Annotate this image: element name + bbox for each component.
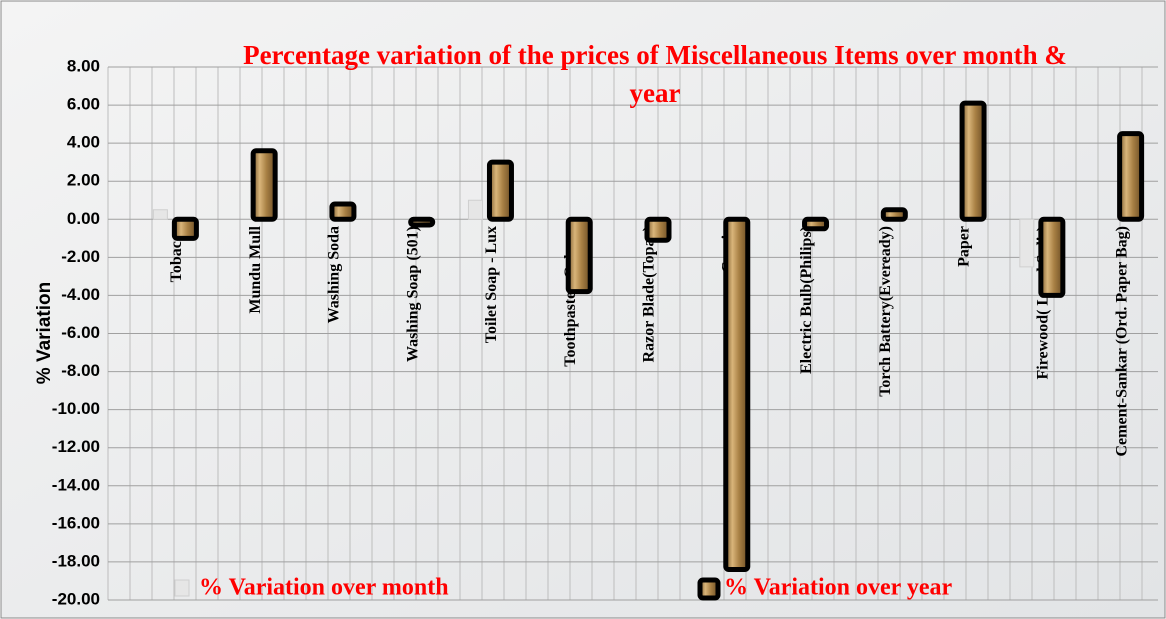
bar-year <box>805 219 827 229</box>
bar-month <box>153 210 167 220</box>
y-tick-label: 4.00 <box>67 133 100 152</box>
y-tick-label: -10.00 <box>52 399 100 418</box>
bar-year <box>174 219 196 238</box>
legend-label: % Variation over year <box>724 575 953 601</box>
bar-year <box>726 219 748 569</box>
bar-year <box>1120 134 1142 220</box>
y-tick-label: -16.00 <box>52 513 100 532</box>
legend-marker <box>175 580 189 596</box>
bar-year <box>253 151 275 220</box>
legend-marker <box>700 580 718 598</box>
y-tick-label: 6.00 <box>67 95 100 114</box>
x-tick-label: Electric Bulb(Philips) <box>798 226 815 374</box>
y-tick-label: -4.00 <box>61 285 100 304</box>
bar-year <box>647 219 669 240</box>
y-tick-label: -14.00 <box>52 475 100 494</box>
bar-year <box>568 219 590 291</box>
bar-month <box>1020 219 1034 267</box>
legend-label: % Variation over month <box>199 575 449 601</box>
y-tick-label: -2.00 <box>61 247 100 266</box>
x-tick-label: Cement-Sankar (Ord. Paper Bag) <box>1113 226 1130 457</box>
chart-container: % Variation 8.00 6.00 4.00 2.00 0.00 -2.00 -4.… <box>0 0 1166 619</box>
y-tick-label: -20.00 <box>52 589 100 608</box>
y-axis-label: % Variation <box>34 282 55 384</box>
bar-year <box>962 103 984 219</box>
y-tick-label: -6.00 <box>61 323 100 342</box>
bar-month <box>468 200 482 219</box>
y-tick-label: -18.00 <box>52 551 100 570</box>
x-tick-label: Toilet Soap - Lux <box>483 226 500 343</box>
x-tick-label: Razor Blade(Topaz) <box>641 226 658 362</box>
bar-year <box>489 162 511 219</box>
y-tick-label: 2.00 <box>67 171 100 190</box>
y-tick-label: -12.00 <box>52 437 100 456</box>
y-tick-label: -8.00 <box>61 361 100 380</box>
x-tick-label: Paper <box>956 226 973 267</box>
bar-year <box>1041 219 1063 295</box>
y-tick-label: 0.00 <box>67 209 100 228</box>
chart-title: Percentage variation of the prices of Mi… <box>215 36 1095 112</box>
y-tick-label: 8.00 <box>67 56 100 75</box>
bar-year <box>332 204 354 219</box>
x-tick-label: Torch Battery(Eveready) <box>877 226 894 397</box>
x-tick-label: Washing Soap (501) <box>404 226 421 362</box>
x-tick-label: Washing Soda <box>326 226 343 323</box>
bar-year <box>411 219 433 225</box>
x-tick-label: Mundu Mull <box>247 225 264 313</box>
bar-year <box>883 210 905 220</box>
